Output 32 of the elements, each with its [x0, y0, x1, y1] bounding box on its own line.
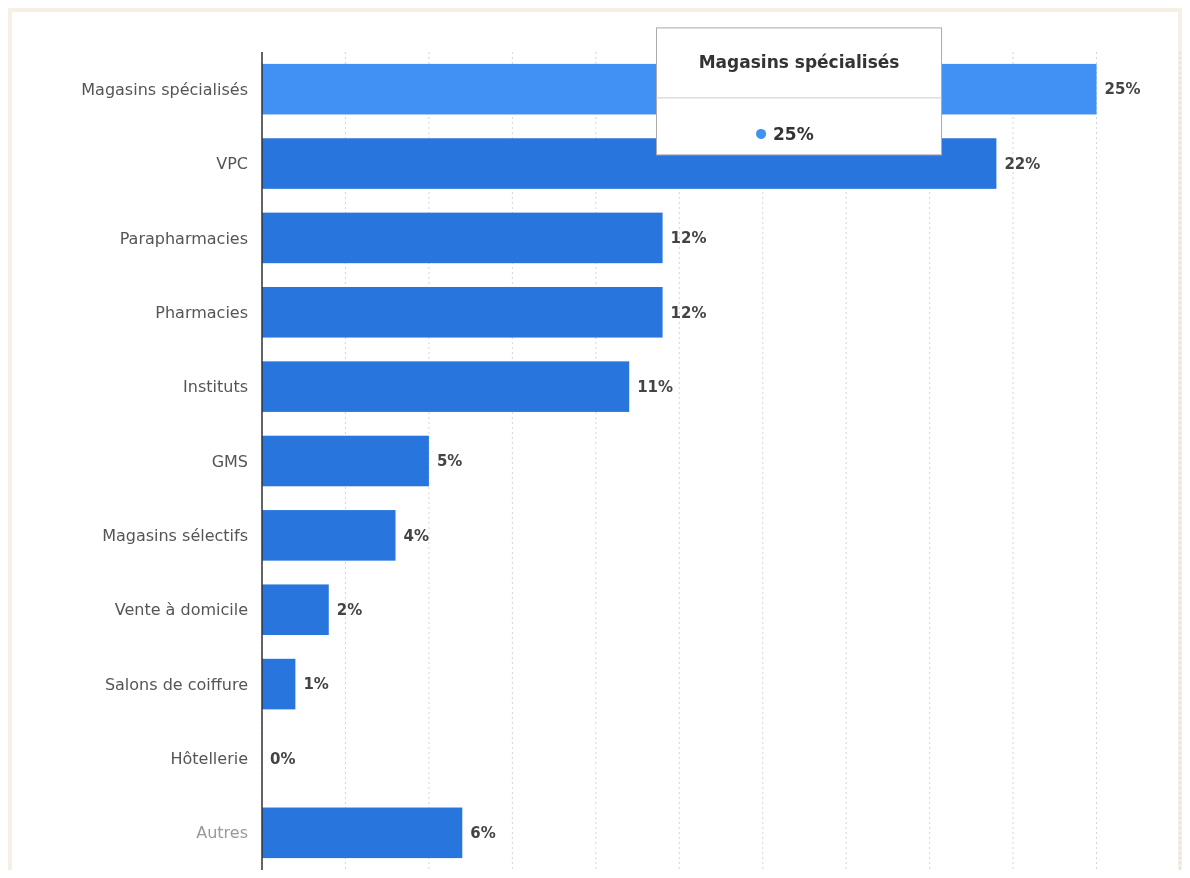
y-tick-label: Parapharmacies [119, 228, 248, 248]
y-tick-label: Salons de coiffure [104, 674, 248, 694]
bar [262, 212, 663, 264]
bar [262, 361, 630, 412]
data-label: 5% [436, 452, 463, 471]
data-label: 22% [1004, 154, 1041, 173]
data-label: 6% [470, 824, 496, 843]
annotation: Magasins spécialisés [698, 51, 900, 72]
y-tick-label: Magasins spécialisés [81, 79, 248, 99]
y-tick-label: GMS [211, 451, 248, 471]
annotation: 25% [773, 123, 814, 144]
data-label: 1% [303, 675, 329, 694]
y-tick-label: Hôtellerie [170, 749, 248, 769]
y-tick-label: Instituts [183, 377, 248, 397]
y-tick-label: Magasins sélectifs [102, 525, 248, 545]
y-tick-label: Autres [196, 823, 248, 843]
bar [262, 435, 429, 487]
y-tick-label: VPC [216, 154, 248, 174]
data-label: 4% [403, 526, 429, 545]
data-label: 2% [336, 600, 363, 619]
bar [262, 807, 463, 859]
data-label: 11% [637, 377, 674, 396]
data-label: 12% [670, 229, 707, 248]
bar [262, 286, 663, 338]
bar [262, 584, 329, 636]
y-tick-label: Pharmacies [155, 302, 248, 322]
data-label: 25% [1104, 80, 1141, 99]
data-label: 12% [670, 303, 707, 322]
y-tick-label: Vente à domicile [114, 600, 248, 620]
bar [262, 658, 296, 710]
bar [262, 510, 396, 561]
data-label: 0% [270, 749, 296, 768]
